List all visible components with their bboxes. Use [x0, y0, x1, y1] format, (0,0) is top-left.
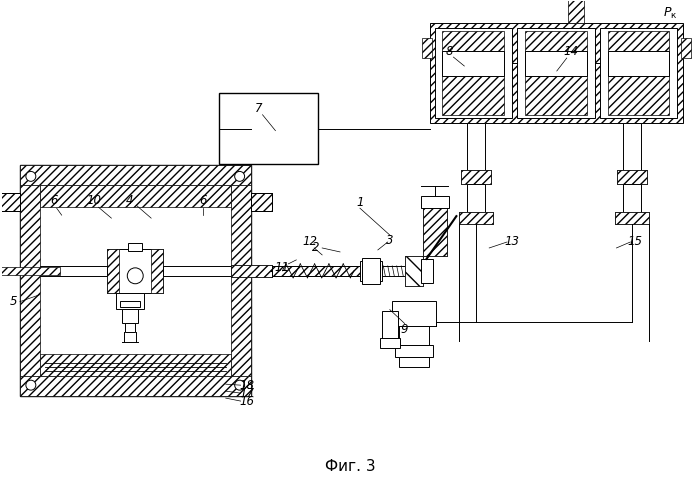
Bar — [398, 357, 428, 367]
Bar — [615, 212, 649, 224]
Bar — [40, 354, 231, 376]
Bar — [468, 123, 485, 173]
Bar — [459, 212, 493, 224]
Bar — [442, 51, 504, 76]
Circle shape — [26, 380, 36, 390]
Text: 7: 7 — [254, 102, 262, 115]
Text: 8: 8 — [446, 45, 453, 58]
Text: 1: 1 — [356, 196, 363, 209]
Bar — [617, 171, 647, 184]
Text: 5: 5 — [10, 295, 17, 308]
Bar — [681, 38, 691, 58]
Bar — [435, 28, 512, 118]
Bar — [442, 31, 504, 115]
Circle shape — [235, 380, 245, 390]
Text: 9: 9 — [401, 323, 408, 336]
Bar — [120, 301, 140, 307]
Text: Фиг. 3: Фиг. 3 — [324, 459, 375, 474]
Bar — [219, 93, 318, 164]
Bar — [116, 293, 144, 308]
Bar — [430, 23, 683, 123]
Text: 17: 17 — [239, 387, 254, 400]
Bar — [405, 256, 423, 286]
Bar — [273, 266, 377, 276]
Text: 3: 3 — [386, 233, 394, 246]
Bar — [163, 266, 231, 276]
Text: 15: 15 — [628, 236, 643, 249]
Bar — [391, 301, 436, 325]
Bar — [231, 265, 273, 277]
Bar — [423, 206, 447, 256]
Bar — [517, 28, 595, 118]
Bar — [20, 185, 40, 376]
Bar — [360, 261, 382, 281]
Text: 18: 18 — [239, 379, 254, 392]
Bar — [20, 376, 250, 396]
Bar — [525, 31, 586, 115]
Bar — [377, 266, 407, 276]
Bar — [231, 265, 273, 277]
Bar — [568, 0, 584, 23]
Text: 6: 6 — [50, 194, 57, 207]
Bar — [273, 266, 377, 276]
Bar — [0, 267, 59, 275]
Bar — [20, 165, 250, 185]
Bar — [151, 249, 163, 293]
Circle shape — [235, 172, 245, 181]
Bar — [423, 206, 447, 256]
Bar — [20, 165, 250, 396]
Circle shape — [127, 268, 143, 284]
Bar — [108, 249, 163, 293]
Bar — [459, 212, 493, 224]
Bar — [617, 171, 647, 184]
Text: 4: 4 — [126, 194, 133, 207]
Text: 11: 11 — [275, 261, 290, 274]
Text: 10: 10 — [86, 194, 101, 207]
Bar — [231, 185, 250, 376]
Bar — [108, 249, 120, 293]
Bar — [0, 193, 20, 211]
Bar — [461, 171, 491, 184]
Text: 16: 16 — [239, 395, 254, 408]
Text: 14: 14 — [563, 45, 578, 58]
Bar — [125, 322, 135, 333]
Bar — [40, 266, 108, 276]
Bar — [624, 123, 641, 173]
Bar — [380, 338, 400, 348]
Bar — [607, 51, 669, 76]
Text: 13: 13 — [505, 236, 519, 249]
Text: 12: 12 — [303, 236, 318, 249]
Bar — [382, 310, 398, 338]
Text: 2: 2 — [312, 241, 320, 254]
Bar — [615, 212, 649, 224]
Bar — [624, 184, 641, 214]
Bar — [362, 258, 380, 284]
Bar — [405, 256, 423, 286]
Bar — [250, 193, 273, 211]
Bar — [398, 325, 428, 346]
Circle shape — [26, 172, 36, 181]
Bar — [600, 28, 677, 118]
Bar — [129, 243, 142, 251]
Bar — [250, 193, 273, 211]
Bar — [395, 346, 433, 357]
Bar — [0, 193, 20, 211]
Bar — [461, 171, 491, 184]
Bar — [122, 308, 138, 322]
Bar — [421, 38, 431, 58]
Text: 6: 6 — [199, 194, 207, 207]
Bar — [421, 259, 433, 283]
Bar — [468, 184, 485, 214]
Bar — [525, 51, 586, 76]
Bar — [607, 31, 669, 115]
Text: $P_{\rm к}$: $P_{\rm к}$ — [663, 6, 677, 21]
Bar — [421, 196, 449, 208]
Bar — [40, 185, 231, 207]
